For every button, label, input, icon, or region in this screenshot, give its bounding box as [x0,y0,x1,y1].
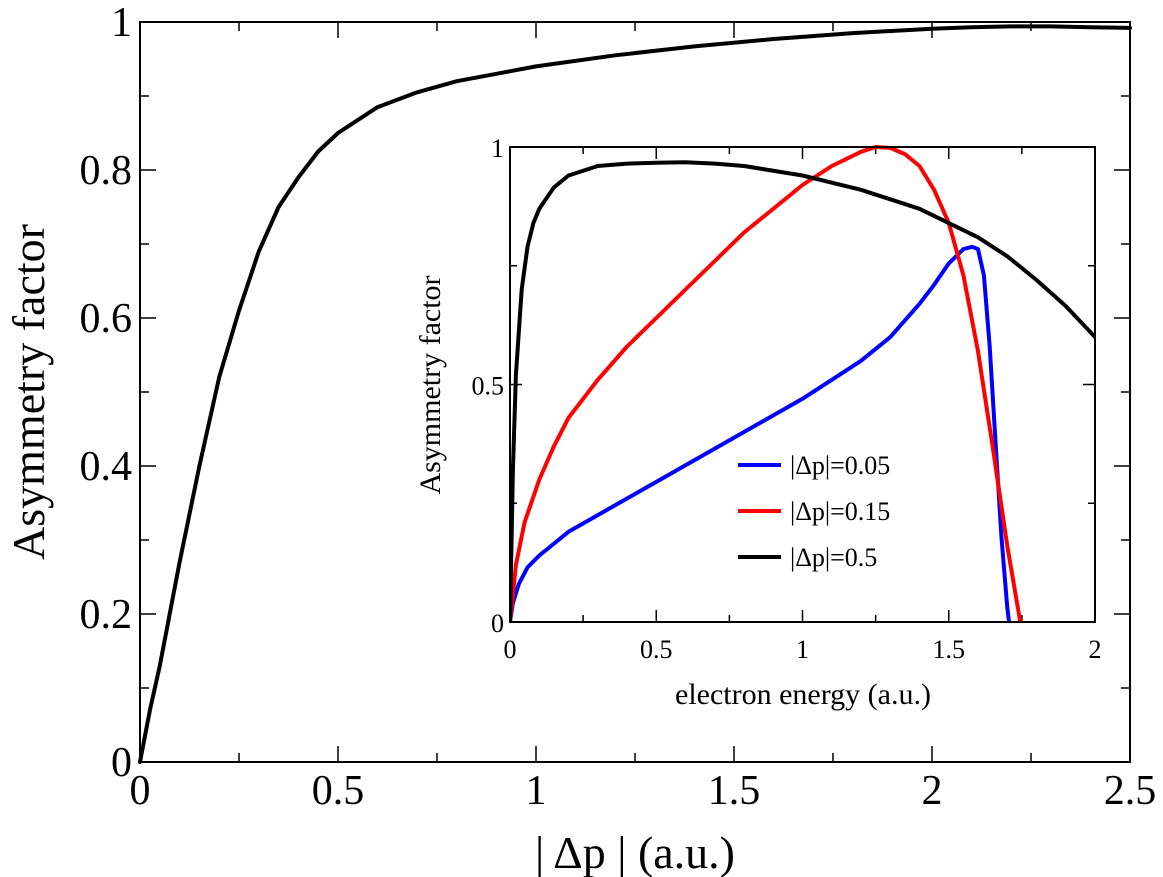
x-tick-label: 0.5 [312,768,365,814]
x-tick-label: 2 [1089,635,1102,664]
series-line-p-0-15 [510,145,1023,622]
series-line-p-0-5 [510,160,1095,622]
main-chart: 0 0.5 1 1.5 2 2.5 0 0.2 0.4 0.6 0.8 1 | Δp | (a.u.)… [3,0,1156,877]
x-tick-label: 2.5 [1104,768,1157,814]
y-tick-label: 0 [491,609,504,638]
y-tick-label: 0.2 [80,592,133,638]
inset-chart: 0 0.5 1 1.5 2 0 0.5 1 electron energy (a.u.) As… [414,134,1102,711]
legend-label-p-0-05: |Δp|=0.05 [790,451,890,480]
legend-label-p-0-5: |Δp|=0.5 [790,543,877,572]
x-tick-label: 0.5 [640,635,673,664]
main-y-axis-title: Asymmetry factor [3,224,54,560]
y-tick-label: 0.5 [472,372,505,401]
inset-background [510,147,1095,622]
y-tick-label: 1 [491,134,504,163]
y-tick-label: 1 [111,0,132,46]
inset-curves [510,145,1095,622]
inset-tick-labels: 0 0.5 1 1.5 2 0 0.5 1 [472,134,1102,664]
inset-plot-frame [509,146,1096,623]
series-line-asymmetry-factor [138,24,1132,764]
inset-legend: |Δp|=0.05 |Δp|=0.15 |Δp|=0.5 [738,451,890,572]
y-tick-label: 0.6 [80,296,133,342]
series-line-p-0-05 [510,244,1012,622]
legend-label-p-0-15: |Δp|=0.15 [790,497,890,526]
x-tick-label: 0 [504,635,517,664]
main-plot-frame [139,21,1131,763]
x-tick-label: 0 [130,768,151,814]
y-tick-label: 0.8 [80,148,133,194]
x-tick-label: 1 [796,635,809,664]
main-x-axis-title: | Δp | (a.u.) [535,827,735,877]
y-tick-label: 0.4 [80,444,133,490]
inset-y-axis-title: Asymmetry factor [414,275,447,494]
main-curves [138,24,1132,764]
x-tick-label: 1 [526,768,547,814]
x-tick-label: 2 [922,768,943,814]
main-tick-labels: 0 0.5 1 1.5 2 2.5 0 0.2 0.4 0.6 0.8 1 [80,0,1157,814]
x-tick-label: 1.5 [933,635,966,664]
y-tick-label: 0 [111,740,132,786]
x-tick-label: 1.5 [708,768,761,814]
inset-x-axis-title: electron energy (a.u.) [675,678,931,711]
